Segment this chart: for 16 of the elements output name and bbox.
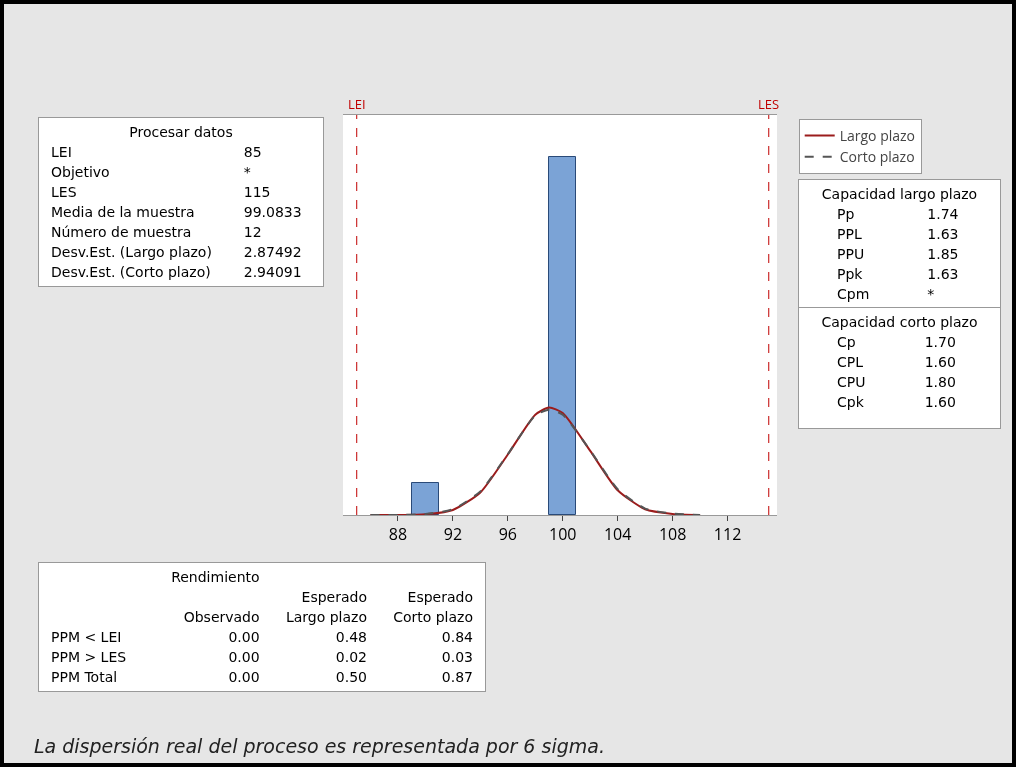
x-tick-label: 100 — [549, 523, 577, 546]
text: Rendimiento Esperado Esperado Observado Largo plazo Corto plazo PPM < LEI 0.00 0.48 0.84 PPM > LES 0.00 0.02 0.03 PPM Total 0.00 0.50 0.87 — [51, 569, 473, 685]
x-tick-label: 92 — [443, 523, 463, 546]
text: Capacidad largo plazo Pp 1.74 PPL 1.63 PPU 1.85 Ppk 1.63 Cpm * — [821, 186, 978, 302]
text: Capacidad corto plazo Cp 1.70 CPL 1.60 CPU 1.80 Cpk 1.60 — [821, 314, 978, 410]
text: Procesar datos LEI 85 Objetivo * LES 115 Media de la muestra 99.0833 Número de muestra 12 Desv.Est. (Largo plazo) 2.87492 Desv.Est. (Corto plazo) 2.94091 — [51, 124, 302, 280]
legend-label: Largo plazo — [839, 126, 916, 146]
text: La dispersión real del proceso es representada por 6 sigma. — [34, 735, 605, 757]
x-tick-label: 96 — [498, 523, 517, 546]
x-tick-label: 88 — [388, 523, 408, 546]
x-tick-label: 104 — [603, 523, 632, 546]
x-tick-label: 112 — [713, 523, 742, 546]
x-tick-label: 108 — [658, 523, 687, 546]
legend-label: Corto plazo — [839, 147, 915, 167]
ref-line-label: LEI — [348, 95, 366, 113]
ref-line-label: LES — [758, 95, 780, 113]
